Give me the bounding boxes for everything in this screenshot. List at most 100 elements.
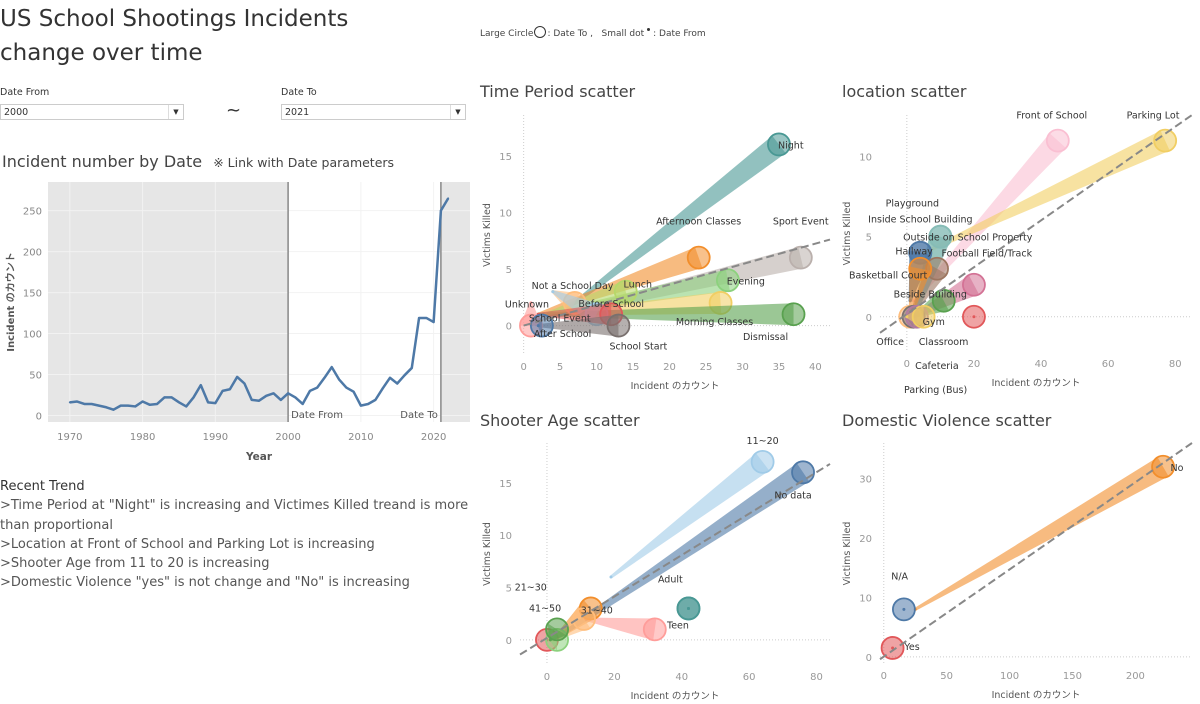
- shaded-region-after: [440, 182, 470, 422]
- data-point: [432, 321, 435, 324]
- data-point: [439, 209, 442, 212]
- data-point: [207, 401, 210, 404]
- recent-trend: Recent Trend >Time Period at "Night" is …: [0, 477, 470, 593]
- data-point: [170, 396, 173, 399]
- dropdown-arrow-icon[interactable]: ▼: [450, 105, 465, 119]
- data-point: [141, 400, 144, 403]
- range-separator: ~: [226, 100, 242, 121]
- legend-small-desc: : Date From: [653, 29, 706, 39]
- data-point: [236, 375, 239, 378]
- data-point: [105, 406, 108, 409]
- title-line-2: change over time: [0, 40, 203, 66]
- line-chart-header: Incident number by Date ※ Link with Date…: [2, 152, 394, 171]
- x-tick-label: 2010: [348, 432, 373, 443]
- data-point: [403, 374, 406, 377]
- data-point: [447, 197, 450, 200]
- data-point: [243, 382, 246, 385]
- line-chart-title: Incident number by Date: [2, 152, 203, 171]
- data-point: [258, 399, 260, 402]
- data-point: [221, 389, 224, 392]
- x-tick-label: 1970: [57, 432, 82, 443]
- data-point: [316, 386, 319, 389]
- y-tick-label: 100: [23, 330, 42, 341]
- x-tick-label: 2020: [421, 432, 446, 443]
- data-point: [185, 405, 188, 408]
- data-point: [214, 402, 217, 405]
- legend-large-desc: : Date To ,: [547, 29, 593, 39]
- date-from-label: Date From: [0, 87, 50, 98]
- data-point: [134, 405, 137, 408]
- data-point: [425, 316, 428, 319]
- y-axis-label: Incident のカウント: [5, 252, 17, 352]
- y-tick-label: 250: [23, 207, 42, 218]
- data-point: [127, 404, 130, 407]
- small-dot-icon: [647, 28, 651, 31]
- data-point: [345, 386, 348, 389]
- data-point: [192, 396, 195, 399]
- data-point: [367, 402, 370, 405]
- data-point: [177, 401, 180, 404]
- date-to-value: 2021: [285, 107, 310, 118]
- data-point: [294, 396, 297, 399]
- data-point: [83, 402, 86, 405]
- data-point: [301, 402, 304, 405]
- data-point: [352, 390, 355, 393]
- data-point: [359, 404, 362, 407]
- legend-large-label: Large Circle: [480, 29, 534, 39]
- date-to-select[interactable]: 2021 ▼: [281, 104, 466, 120]
- x-axis-label: Year: [245, 451, 273, 463]
- data-point: [250, 398, 253, 401]
- data-point: [287, 392, 290, 395]
- date-from-value: 2000: [4, 107, 29, 118]
- y-tick-label: 200: [23, 248, 42, 259]
- dashboard-title: US School Shootings Incidents change ove…: [0, 2, 348, 70]
- domestic-violence-title: Domestic Violence scatter: [842, 411, 1052, 430]
- title-line-1: US School Shootings Incidents: [0, 6, 349, 32]
- data-point: [388, 376, 391, 379]
- data-point: [396, 382, 399, 385]
- trend-line: >Time Period at "Night" is increasing an…: [0, 498, 469, 533]
- data-point: [90, 402, 93, 405]
- legend-small-label: Small dot: [601, 29, 645, 39]
- data-point: [199, 384, 202, 387]
- data-point: [163, 396, 166, 399]
- location-title: location scatter: [842, 82, 967, 101]
- x-tick-label: 1990: [203, 432, 228, 443]
- data-point: [76, 400, 79, 403]
- line-chart-note: ※ Link with Date parameters: [213, 155, 395, 170]
- x-tick-label: 2000: [275, 432, 300, 443]
- date-from-select[interactable]: 2000 ▼: [0, 104, 184, 120]
- time-period-title: Time Period scatter: [480, 82, 636, 101]
- trend-line: >Location at Front of School and Parking…: [0, 536, 375, 552]
- trend-line: >Domestic Violence "yes" is not change a…: [0, 575, 410, 591]
- data-point: [68, 401, 71, 404]
- data-point: [148, 403, 151, 406]
- data-point: [265, 394, 268, 397]
- trend-line: >Shooter Age from 11 to 20 is increasing: [0, 556, 270, 572]
- data-point: [156, 402, 159, 405]
- reference-line-label: Date To: [400, 410, 438, 421]
- data-point: [418, 316, 421, 319]
- data-point: [323, 376, 326, 379]
- data-point: [381, 387, 384, 390]
- y-tick-label: 50: [29, 370, 42, 381]
- data-point: [228, 388, 231, 391]
- trend-heading: Recent Trend: [0, 479, 85, 494]
- y-tick-label: 150: [23, 289, 42, 300]
- data-point: [374, 398, 377, 401]
- dropdown-arrow-icon[interactable]: ▼: [168, 105, 183, 119]
- data-point: [338, 378, 341, 381]
- data-point: [97, 404, 100, 407]
- data-point: [308, 389, 311, 392]
- data-point: [410, 366, 413, 369]
- x-tick-label: 1980: [130, 432, 155, 443]
- data-point: [112, 408, 115, 411]
- data-point: [279, 398, 282, 401]
- data-point: [272, 392, 275, 395]
- reference-line-label: Date From: [291, 410, 343, 421]
- large-circle-icon: [534, 26, 547, 38]
- y-tick-label: 0: [36, 411, 42, 422]
- shaded-region-before: [48, 182, 289, 422]
- data-point: [119, 404, 122, 407]
